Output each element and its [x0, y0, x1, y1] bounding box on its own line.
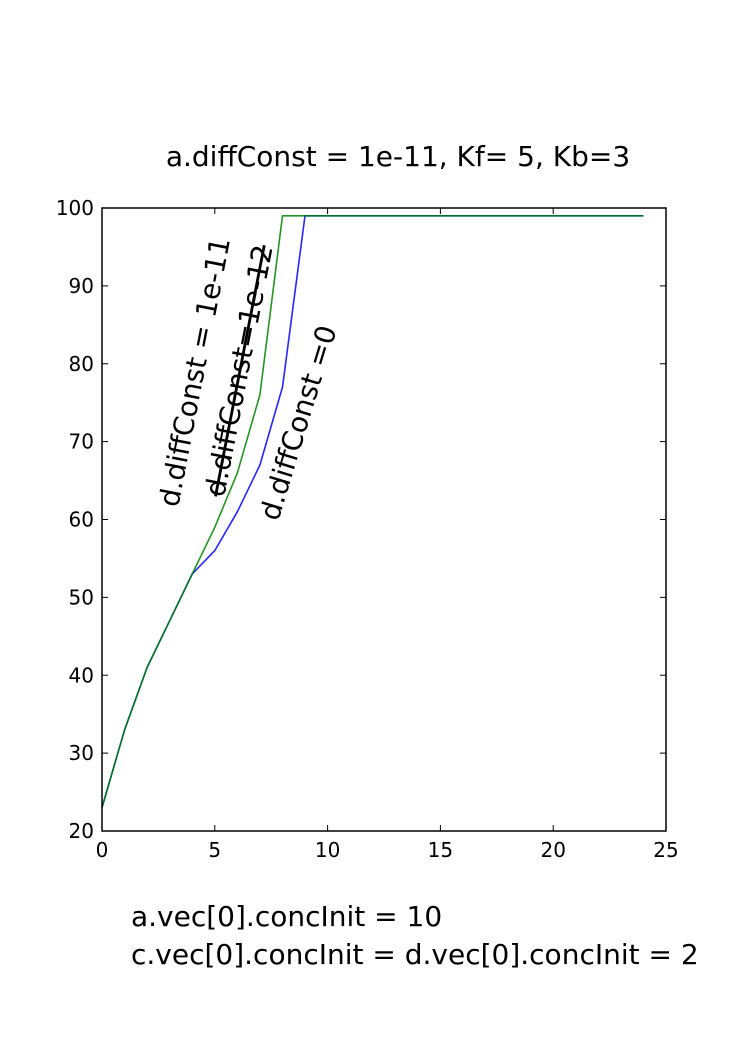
y-tick-label: 20 [69, 819, 94, 843]
series-line-1 [101, 215, 644, 808]
x-tick-label: 15 [428, 838, 453, 862]
y-tick-label: 30 [69, 741, 94, 765]
y-tick-label: 100 [56, 196, 94, 220]
plot-area: 0 5 10 15 20 25 20 30 40 50 60 70 80 90 100 [56, 196, 679, 862]
y-tick-label: 70 [69, 430, 94, 454]
caption-line-2: c.vec[0].concInit = d.vec[0].concInit = … [131, 938, 699, 971]
plot-frame [101, 207, 667, 832]
annotations: d.diffConst = 1e-11d.diffConst=1e-12d.di… [152, 235, 343, 525]
y-tick-label: 90 [69, 274, 94, 298]
x-tick-label: 0 [96, 838, 109, 862]
y-tick-label: 60 [69, 508, 94, 532]
y-tick-label: 50 [69, 585, 94, 609]
series-line-2 [101, 215, 644, 808]
x-tick-label: 25 [653, 838, 678, 862]
chart-title: a.diffConst = 1e-11, Kf= 5, Kb=3 [166, 140, 630, 173]
x-tick-label: 5 [208, 838, 221, 862]
x-tick-label: 10 [315, 838, 340, 862]
caption-line-1: a.vec[0].concInit = 10 [131, 900, 443, 933]
y-tick-label: 80 [69, 352, 94, 376]
y-tick-label: 40 [69, 663, 94, 687]
annotation-label-3: d.diffConst =0 [253, 322, 344, 525]
x-tick-label: 20 [540, 838, 565, 862]
